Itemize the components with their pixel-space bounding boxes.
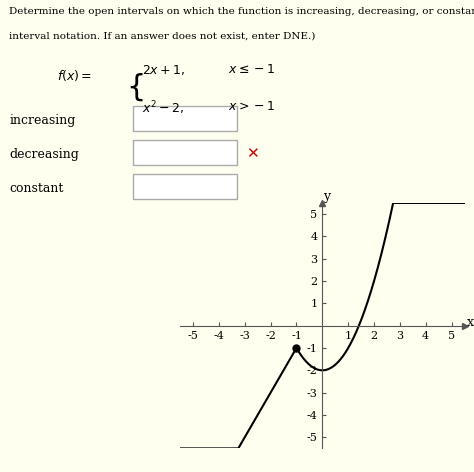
Text: ✕: ✕ xyxy=(246,147,259,161)
Text: $f(x)=$: $f(x)=$ xyxy=(57,68,92,83)
Text: $x^2-2,$: $x^2-2,$ xyxy=(142,100,184,117)
Text: x: x xyxy=(467,316,474,329)
Text: constant: constant xyxy=(9,182,64,194)
Text: increasing: increasing xyxy=(9,114,76,126)
Text: $2x+1,$: $2x+1,$ xyxy=(142,63,186,77)
FancyBboxPatch shape xyxy=(133,107,237,131)
Text: interval notation. If an answer does not exist, enter DNE.): interval notation. If an answer does not… xyxy=(9,32,316,41)
Text: $\{$: $\{$ xyxy=(126,71,143,103)
Text: $x > -1$: $x > -1$ xyxy=(228,100,275,113)
Text: $x \leq -1$: $x \leq -1$ xyxy=(228,63,275,76)
Text: y: y xyxy=(323,190,330,203)
FancyBboxPatch shape xyxy=(133,175,237,199)
Text: decreasing: decreasing xyxy=(9,148,79,160)
FancyBboxPatch shape xyxy=(133,141,237,165)
Text: Determine the open intervals on which the function is increasing, decreasing, or: Determine the open intervals on which th… xyxy=(9,7,474,16)
